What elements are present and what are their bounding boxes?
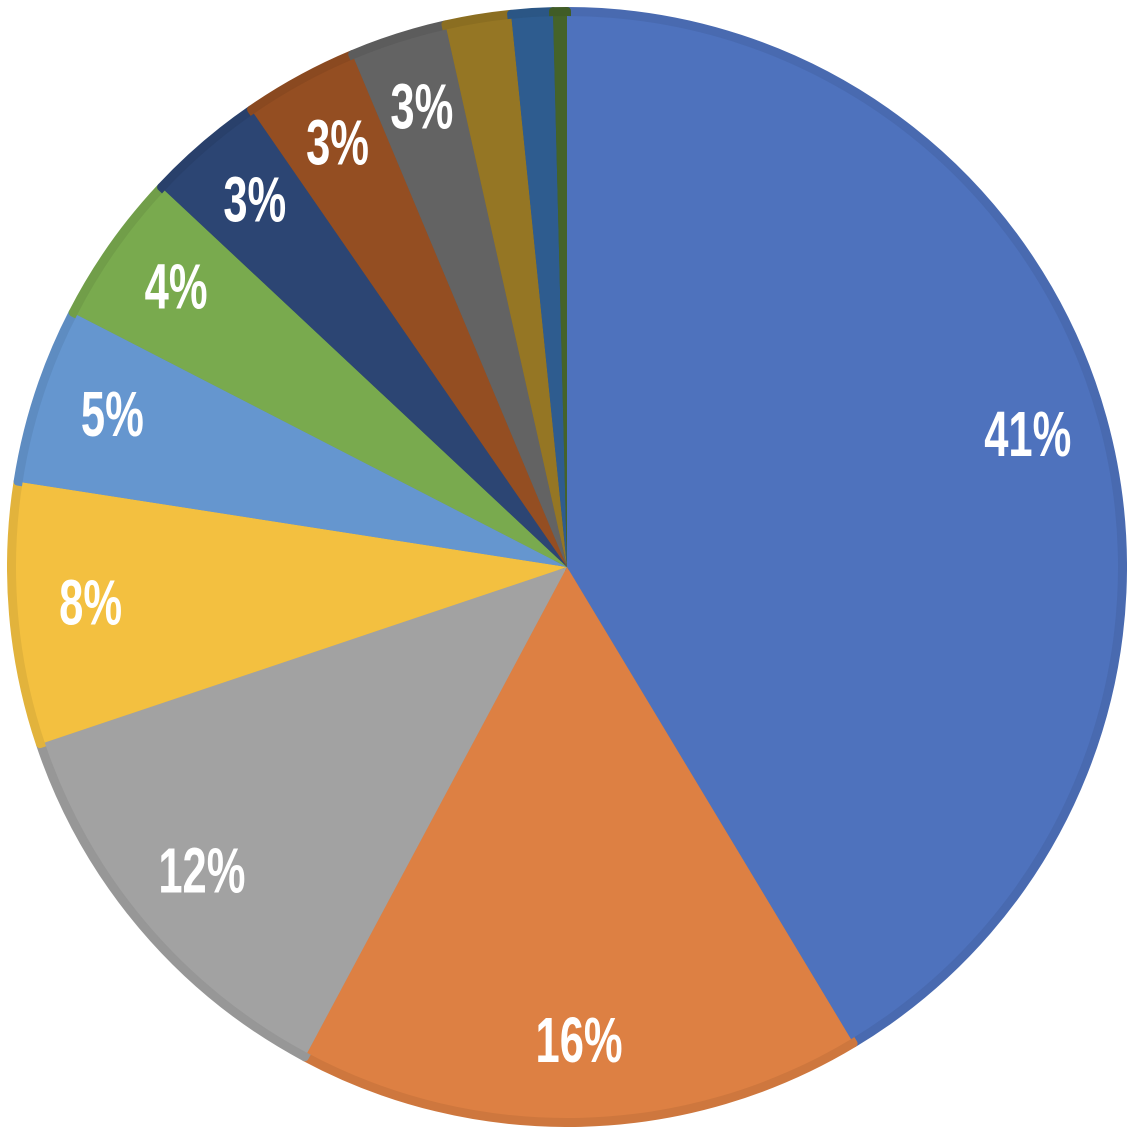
pie-slice-face: [164, 113, 567, 567]
data-label: 3%: [390, 70, 453, 143]
pie-slice-face: [354, 29, 567, 568]
pie-slice-face: [307, 567, 851, 1118]
data-label: 8%: [59, 566, 122, 639]
pie-slice-face: [22, 314, 568, 567]
data-label: 3%: [223, 163, 286, 236]
data-label: 16%: [535, 1003, 622, 1076]
data-label: 4%: [145, 250, 208, 323]
data-label: 12%: [158, 834, 245, 907]
pie-slice-face: [44, 567, 567, 1053]
pie-slice-face: [15, 482, 567, 743]
pie-slice-face: [253, 58, 567, 568]
pie-slice-face: [77, 190, 567, 567]
pie-slice-face: [567, 16, 1118, 1040]
data-label: 41%: [984, 398, 1071, 471]
pie-slice-face: [446, 18, 567, 567]
pie-slice-face: [511, 16, 567, 568]
data-label: 3%: [306, 106, 369, 179]
pie-slice-face: [553, 16, 567, 567]
data-label: 5%: [81, 377, 144, 450]
